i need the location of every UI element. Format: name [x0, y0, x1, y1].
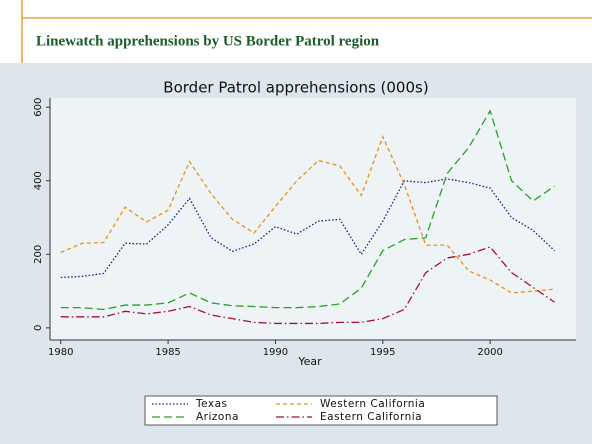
x-axis-label: Year: [297, 355, 322, 368]
slide-title: Linewatch apprehensions by US Border Pat…: [36, 33, 380, 49]
chart-title: Border Patrol apprehensions (000s): [163, 79, 428, 97]
y-tick-label: 0: [33, 325, 44, 331]
x-tick-label: 1980: [48, 347, 73, 358]
x-tick-label: 1985: [155, 347, 180, 358]
series-line: [60, 134, 555, 294]
legend-label: Texas: [195, 398, 228, 410]
x-tick-label: 1990: [263, 347, 288, 358]
x-tick-label: 2000: [477, 347, 502, 358]
series-line: [60, 178, 555, 279]
y-tick-label: 600: [33, 98, 44, 117]
legend-label: Western California: [320, 398, 425, 410]
plot-area: [50, 98, 576, 340]
legend-label: Eastern California: [320, 411, 422, 423]
y-tick-label: 400: [33, 171, 44, 190]
x-tick-label: 1995: [370, 347, 395, 358]
y-tick-label: 200: [33, 245, 44, 264]
legend-label: Arizona: [196, 411, 239, 423]
legend: [144, 395, 498, 426]
series-line: [60, 109, 555, 311]
series-line: [60, 246, 555, 325]
